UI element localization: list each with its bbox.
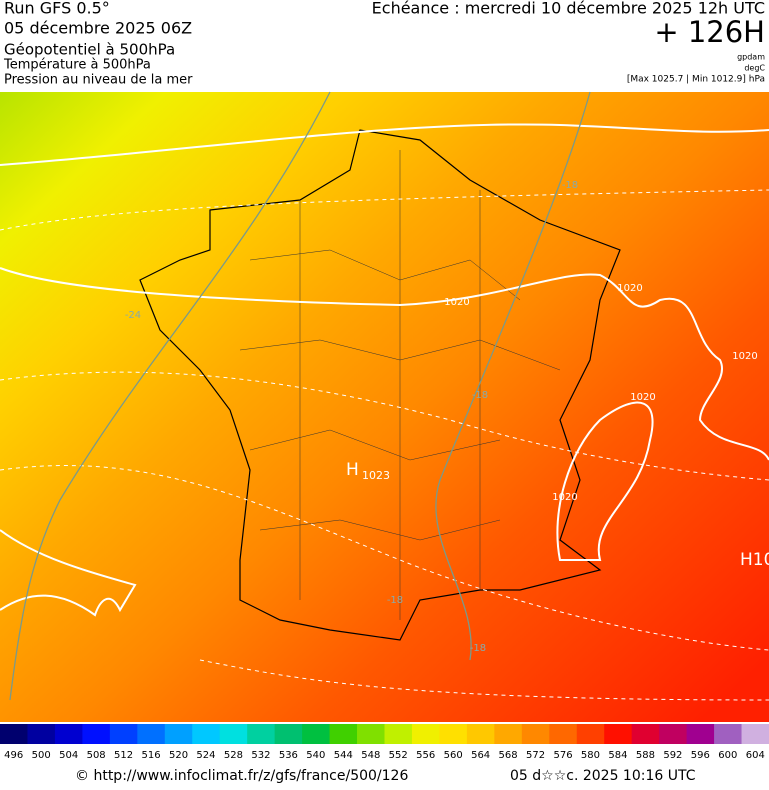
isobar-label: 1020 <box>444 297 469 308</box>
isobar-label: 1020 <box>732 351 757 362</box>
colorbar-swatch <box>219 724 248 744</box>
colorbar-label: 588 <box>636 750 655 761</box>
high-value: 1023 <box>362 469 390 482</box>
colorbar-label: 584 <box>608 750 627 761</box>
colorbar-label: 544 <box>334 750 353 761</box>
colorbar-swatch <box>357 724 385 744</box>
colorbar-swatch <box>466 724 495 744</box>
colorbar-swatch <box>27 724 56 744</box>
unit: gpdam <box>737 53 765 62</box>
geopotential-label: -24 <box>125 310 141 321</box>
isobar <box>0 529 137 617</box>
unit: degC <box>744 64 765 73</box>
colorbar-swatch <box>659 724 688 744</box>
colorbar-swatch <box>164 724 193 744</box>
colorbar-swatch <box>714 724 743 744</box>
isobar-label: 1020 <box>617 283 642 294</box>
colorbar-label: 528 <box>224 750 243 761</box>
colorbar-swatch <box>549 724 578 744</box>
colorbar-label: 564 <box>471 750 490 761</box>
colorbar-swatch <box>137 724 166 744</box>
colorbar-swatch <box>521 724 550 744</box>
isobar <box>0 267 769 461</box>
geopotential-label: -18 <box>387 595 403 606</box>
footer-stamp: 05 d☆☆c. 2025 10:16 UTC <box>510 768 696 784</box>
field: Pression au niveau de la mer <box>4 73 193 88</box>
colorbar-swatch <box>329 724 358 744</box>
geopotential-label: -18 <box>470 643 486 654</box>
geopotential-label: -18 <box>472 390 488 401</box>
colorbar-swatch <box>192 724 221 744</box>
colorbar-label: 552 <box>389 750 408 761</box>
colorbar-swatch <box>411 724 440 744</box>
isobar <box>556 401 654 561</box>
colorbar-label: 548 <box>361 750 380 761</box>
colorbar-swatch <box>494 724 523 744</box>
colorbar-label: 520 <box>169 750 188 761</box>
map: 1020 1020 1020 1020 1020 H 1023 H10 -24 … <box>0 91 769 722</box>
colorbar-swatch <box>604 724 633 744</box>
colorbar-label: 600 <box>718 750 737 761</box>
colorbar-swatch <box>576 724 605 744</box>
colorbar-label: 496 <box>4 750 23 761</box>
colorbar-swatch <box>741 724 769 744</box>
high-symbol: H10 <box>740 550 769 570</box>
colorbar-label: 592 <box>663 750 682 761</box>
colorbar-swatch <box>686 724 715 744</box>
run-date: 05 décembre 2025 06Z <box>4 19 192 38</box>
colorbar-label: 532 <box>251 750 270 761</box>
footer-url: © http://www.infoclimat.fr/z/gfs/france/… <box>75 768 408 784</box>
high-symbol: H <box>346 460 359 480</box>
field: Température à 500hPa <box>3 58 151 73</box>
colorbar-label: 516 <box>142 750 161 761</box>
colorbar-swatch <box>109 724 138 744</box>
colorbar-swatch <box>384 724 413 744</box>
colorbar-label: 508 <box>87 750 106 761</box>
colorbar-swatch <box>439 724 468 744</box>
colorbar-label: 560 <box>444 750 463 761</box>
borders <box>239 150 561 620</box>
valid-time: Echéance : mercredi 10 décembre 2025 12h… <box>372 0 765 18</box>
colorbar-swatch <box>631 724 660 744</box>
colorbar-label: 572 <box>526 750 545 761</box>
colorbar: 496 500 504 508 512 516 520 524 528 532 536 540 544 5… <box>0 724 769 761</box>
colorbar-swatch <box>274 724 303 744</box>
colorbar-swatch <box>302 724 331 744</box>
lead-time: + 126H <box>654 15 765 49</box>
colorbar-swatch <box>82 724 111 744</box>
isobar-label: 1020 <box>552 492 577 503</box>
isobar-label: 1020 <box>630 392 655 403</box>
colorbar-label: 580 <box>581 750 600 761</box>
colorbar-swatch <box>247 724 276 744</box>
colorbar-label: 568 <box>499 750 518 761</box>
colorbar-label: 536 <box>279 750 298 761</box>
range: [Max 1025.7 | Min 1012.9] hPa <box>627 75 765 85</box>
geopotential-label: -18 <box>562 180 578 191</box>
colorbar-label: 604 <box>746 750 765 761</box>
colorbar-label: 500 <box>32 750 51 761</box>
map-field <box>0 92 769 722</box>
colorbar-label: 576 <box>553 750 572 761</box>
isobar <box>0 123 769 166</box>
colorbar-label: 524 <box>196 750 215 761</box>
run: Run GFS 0.5° <box>4 0 110 18</box>
field: Géopotentiel à 500hPa <box>4 41 175 59</box>
colorbar-label: 556 <box>416 750 435 761</box>
coastline <box>139 129 621 641</box>
colorbar-swatch <box>0 724 28 744</box>
colorbar-label: 596 <box>691 750 710 761</box>
colorbar-label: 512 <box>114 750 133 761</box>
geopotential <box>9 91 591 701</box>
colorbar-label: 540 <box>306 750 325 761</box>
colorbar-label: 504 <box>59 750 78 761</box>
isotherm <box>0 189 769 701</box>
colorbar-swatch <box>54 724 83 744</box>
